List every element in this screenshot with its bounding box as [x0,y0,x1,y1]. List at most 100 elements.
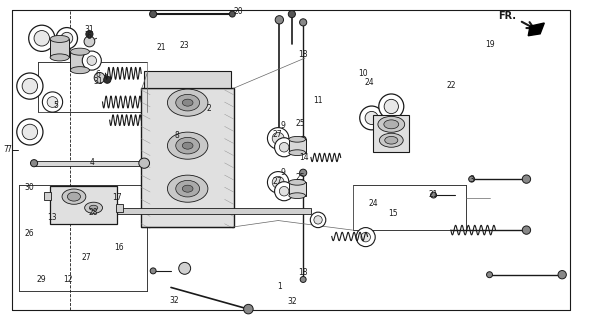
Text: 1: 1 [277,282,282,291]
Circle shape [361,232,370,242]
Text: 18: 18 [298,50,308,59]
Bar [105,208,311,214]
Circle shape [314,216,322,224]
Ellipse shape [384,120,399,129]
Text: 18: 18 [298,268,308,277]
Text: 7: 7 [6,145,11,154]
Bar [44,193,51,200]
Circle shape [279,187,289,196]
Circle shape [179,262,191,274]
Circle shape [87,56,96,65]
Text: 14: 14 [299,153,309,162]
Circle shape [22,124,38,140]
Circle shape [272,176,284,188]
Text: 26: 26 [25,229,34,238]
Text: 32: 32 [287,297,297,306]
Circle shape [356,228,375,247]
Ellipse shape [289,150,306,156]
Ellipse shape [289,180,306,185]
Circle shape [522,226,530,234]
Circle shape [558,270,566,279]
Text: 12: 12 [63,275,73,284]
Ellipse shape [50,54,69,61]
Text: 19: 19 [485,40,495,49]
Circle shape [469,176,475,182]
Text: 2: 2 [206,104,211,113]
Circle shape [279,142,289,152]
Circle shape [150,11,157,18]
Text: 8: 8 [175,131,179,140]
Bar [50,39,69,57]
Circle shape [379,94,404,119]
Text: 20: 20 [233,7,243,16]
Circle shape [42,92,63,112]
Circle shape [230,11,235,17]
Ellipse shape [50,36,69,43]
Circle shape [300,169,307,176]
Ellipse shape [71,67,90,74]
Text: 25: 25 [296,119,306,128]
Circle shape [288,11,295,18]
Circle shape [310,212,326,228]
Ellipse shape [62,189,86,204]
Text: 6: 6 [87,32,92,41]
Circle shape [274,138,294,157]
Circle shape [17,119,43,145]
Ellipse shape [85,202,102,213]
Circle shape [94,72,105,83]
Circle shape [300,19,307,26]
Circle shape [384,99,398,114]
Circle shape [86,31,93,38]
Ellipse shape [90,205,97,210]
Ellipse shape [289,136,306,142]
Ellipse shape [68,192,81,201]
Bar [115,204,123,212]
Text: 25: 25 [296,173,306,182]
Circle shape [275,16,283,24]
Ellipse shape [167,89,208,116]
Bar [34,161,144,166]
Text: 30: 30 [25,183,34,192]
Circle shape [274,182,294,201]
Circle shape [360,106,383,130]
Circle shape [22,78,38,94]
Ellipse shape [71,48,90,55]
Bar [50,186,117,224]
Ellipse shape [379,133,403,147]
Text: 17: 17 [112,193,122,202]
Circle shape [84,36,94,47]
Circle shape [56,28,78,49]
Circle shape [61,32,73,44]
Ellipse shape [182,185,193,192]
Ellipse shape [139,158,150,168]
Text: 27: 27 [82,253,91,262]
Text: 28: 28 [89,208,98,217]
Text: 7: 7 [4,145,8,154]
Polygon shape [528,23,544,36]
Text: 22: 22 [446,81,456,90]
Circle shape [276,132,282,138]
Circle shape [487,272,493,278]
Text: 24: 24 [364,78,374,87]
Circle shape [34,30,50,46]
Text: 4: 4 [89,158,94,167]
Bar [373,116,409,152]
Circle shape [243,304,253,314]
Text: 3: 3 [469,175,474,184]
Text: 15: 15 [388,209,398,218]
Circle shape [300,276,306,283]
Bar [289,182,306,196]
Ellipse shape [289,193,306,198]
Ellipse shape [167,132,208,159]
Bar [144,71,230,88]
Circle shape [522,175,530,183]
Circle shape [267,172,289,193]
Ellipse shape [385,136,398,144]
Text: 16: 16 [114,243,124,252]
Text: 9: 9 [280,121,285,130]
Ellipse shape [167,175,208,202]
Text: 31: 31 [84,25,94,34]
Text: 27: 27 [273,130,282,139]
Text: 5: 5 [54,101,59,110]
Ellipse shape [378,116,405,132]
